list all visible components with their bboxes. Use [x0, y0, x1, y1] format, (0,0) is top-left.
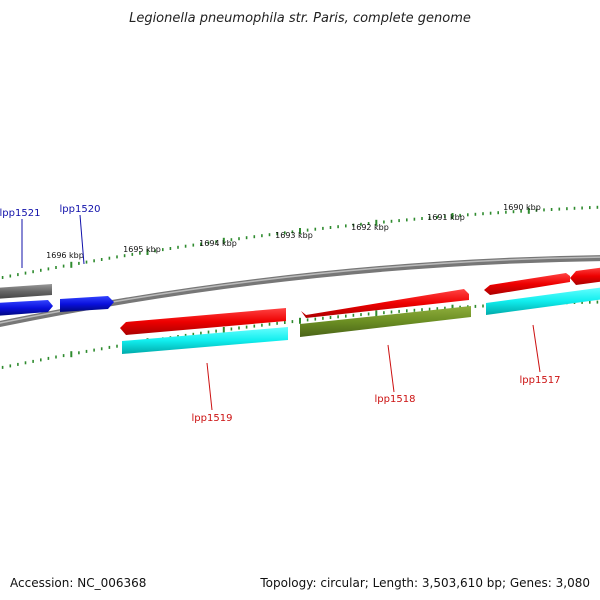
kbp-label: 1696 kbp	[46, 251, 84, 260]
leader-line-lpp1517	[532, 324, 541, 373]
leader-line-lpp1519	[206, 362, 213, 411]
kbp-label: 1693 kbp	[275, 231, 313, 240]
gene-lpp1518[interactable]	[300, 306, 471, 337]
gene-label-lpp1521[interactable]: lpp1521	[0, 208, 40, 219]
gene-next-cds[interactable]	[570, 267, 600, 285]
kbp-label: 1692 kbp	[351, 223, 389, 232]
kbp-label: 1694 kbp	[199, 239, 237, 248]
gene-lpp1521[interactable]	[0, 300, 53, 316]
genome-summary-text: Topology: circular; Length: 3,503,610 bp…	[259, 576, 590, 590]
gene-lpp1518-cds[interactable]	[301, 289, 469, 318]
accession-text: Accession: NC_006368	[10, 576, 146, 590]
leader-line-lpp1520	[79, 214, 85, 265]
gene-lpp1520[interactable]	[60, 296, 114, 312]
gene-lpp1519-cds[interactable]	[120, 308, 286, 335]
gene-label-lpp1520[interactable]: lpp1520	[60, 204, 101, 215]
gene-lpp1519[interactable]	[122, 327, 288, 354]
outer-tick-ring	[1, 205, 599, 279]
map-title: Legionella pneumophila str. Paris, compl…	[129, 11, 471, 26]
gene-label-lpp1517[interactable]: lpp1517	[520, 375, 561, 386]
kbp-label: 1690 kbp	[503, 203, 541, 212]
gene-lpp1517[interactable]	[486, 287, 600, 315]
leader-line-lpp1518	[387, 344, 395, 393]
gene-lpp1521-gray[interactable]	[0, 284, 52, 299]
gene-label-lpp1519[interactable]: lpp1519	[192, 413, 233, 424]
kbp-label: 1691 kbp	[427, 213, 465, 222]
gene-label-lpp1518[interactable]: lpp1518	[375, 394, 416, 405]
kbp-label: 1695 kbp	[123, 245, 161, 254]
gene-lpp1517-cds[interactable]	[484, 273, 570, 295]
